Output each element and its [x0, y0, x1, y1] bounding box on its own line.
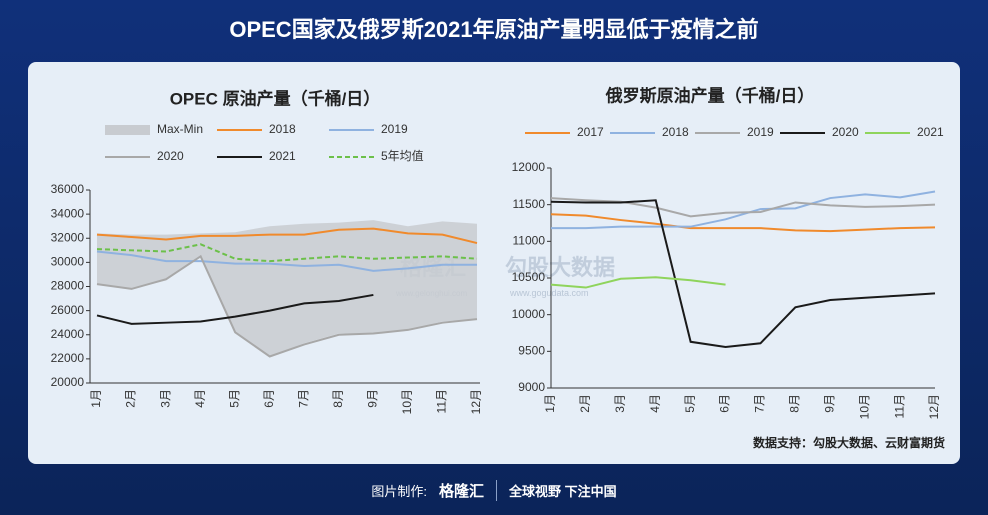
y-tick-label: 32000: [51, 230, 85, 244]
y-tick-label: 10000: [512, 307, 546, 321]
series-line: [550, 199, 936, 348]
y-tick-label: 34000: [51, 206, 85, 220]
x-tick-label: 4月: [193, 389, 207, 408]
y-tick-label: 36000: [51, 182, 85, 196]
y-tick-label: 22000: [51, 351, 85, 365]
x-tick-label: 10月: [400, 389, 414, 414]
x-tick-label: 5月: [227, 389, 241, 408]
x-tick-label: 6月: [718, 394, 732, 413]
footer-logo: 格隆汇: [439, 479, 497, 501]
legend-label: 2017: [577, 125, 604, 139]
x-tick-label: 10月: [857, 394, 871, 419]
chart-title: OPEC 原油产量（千桶/日）: [170, 88, 381, 108]
x-tick-label: 11月: [435, 389, 449, 413]
series-line: [96, 254, 478, 358]
x-tick-label: 3月: [158, 389, 172, 408]
y-tick-label: 11500: [513, 197, 546, 211]
footer-label: 图片制作:: [371, 483, 427, 499]
legend-label: 2018: [662, 125, 689, 139]
source-note: 数据支持：勾股大数据、云财富期货: [753, 435, 945, 450]
x-tick-label: 9月: [366, 389, 380, 408]
watermark: 勾股大数据: [505, 255, 615, 280]
series-line: [96, 293, 374, 325]
legend-label: 2018: [269, 122, 296, 136]
y-tick-label: 26000: [51, 303, 85, 317]
y-tick-label: 28000: [51, 279, 85, 293]
series-line: [96, 243, 478, 263]
page-title: OPEC国家及俄罗斯2021年原油产量明显低于疫情之前: [229, 17, 759, 42]
y-tick-label: 9000: [518, 380, 545, 394]
chart-title: 俄罗斯原油产量（千桶/日）: [605, 85, 815, 105]
x-tick-label: 2月: [578, 394, 592, 413]
x-tick-label: 12月: [469, 389, 483, 414]
x-tick-label: 12月: [927, 394, 941, 419]
x-tick-label: 9月: [822, 394, 836, 413]
y-tick-label: 10500: [512, 270, 546, 284]
range-area: [97, 220, 477, 357]
x-tick-label: 7月: [753, 394, 767, 413]
y-tick-label: 30000: [51, 255, 85, 269]
x-tick-label: 5月: [683, 394, 697, 413]
series-line: [96, 227, 478, 245]
legend-swatch: [105, 125, 150, 135]
x-tick-label: 1月: [89, 389, 103, 408]
legend-label: 2019: [747, 125, 774, 139]
x-tick-label: 6月: [262, 389, 276, 408]
y-tick-label: 9500: [518, 344, 545, 358]
series-line: [551, 190, 936, 230]
watermark: www.gogudata.com: [509, 288, 589, 298]
legend-label: 2019: [381, 122, 408, 136]
x-tick-label: 4月: [648, 394, 662, 413]
footer-slogan: 全球视野 下注中国: [509, 483, 617, 499]
legend-label: 2021: [917, 125, 944, 139]
series-line: [96, 250, 477, 272]
x-tick-label: 3月: [613, 394, 627, 413]
y-tick-label: 12000: [512, 160, 546, 174]
y-tick-label: 20000: [51, 375, 85, 389]
x-tick-label: 11月: [892, 394, 906, 418]
x-tick-label: 7月: [296, 389, 310, 408]
x-tick-label: 2月: [124, 389, 138, 408]
series-line: [550, 276, 726, 289]
x-tick-label: 8月: [788, 394, 802, 413]
y-tick-label: 11000: [513, 234, 546, 248]
y-tick-label: 24000: [51, 327, 85, 341]
legend-label: 2021: [269, 149, 296, 163]
footer: 图片制作: 格隆汇 全球视野 下注中国: [0, 470, 988, 510]
x-tick-label: 8月: [331, 389, 345, 408]
series-line: [550, 213, 936, 233]
x-tick-label: 1月: [543, 394, 557, 413]
legend-label: 5年均值: [381, 148, 424, 163]
legend-label: Max-Min: [157, 122, 203, 136]
legend-label: 2020: [157, 149, 184, 163]
legend-label: 2020: [832, 125, 859, 139]
